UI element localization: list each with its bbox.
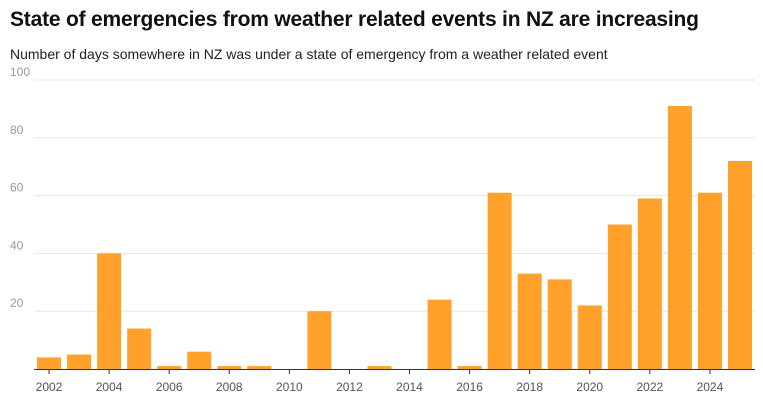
bar-2017 (487, 192, 512, 369)
x-tick-label: 2002 (36, 380, 63, 394)
bar-2025 (727, 160, 752, 369)
x-tick-label: 2010 (276, 380, 303, 394)
bar-2018 (517, 273, 542, 369)
bar-2003 (67, 354, 92, 369)
bar-2024 (697, 192, 722, 369)
x-tick-label: 2020 (576, 380, 603, 394)
bar-2016 (457, 366, 482, 369)
x-tick-labels: 2002 2004 2006 2008 2010 2012 2014 2016 2018 2020… (36, 369, 724, 394)
y-tick-label: 60 (10, 181, 24, 195)
x-tick-label: 2022 (637, 380, 664, 394)
x-tick-label: 2018 (516, 380, 543, 394)
bar-2013 (367, 366, 392, 369)
y-tick-label: 20 (10, 296, 24, 310)
x-tick-label: 2006 (156, 380, 183, 394)
y-tick-label: 80 (10, 123, 24, 137)
bar-2002 (37, 357, 62, 369)
bars (37, 106, 752, 369)
bar-2004 (97, 253, 122, 369)
x-tick-label: 2014 (396, 380, 423, 394)
y-tick-label: 40 (10, 238, 24, 252)
y-tick-label: 100 (10, 65, 30, 79)
bar-2019 (547, 279, 572, 369)
bar-2022 (637, 198, 662, 369)
bar-2007 (187, 351, 212, 369)
gridlines (34, 79, 755, 312)
x-tick-label: 2024 (697, 380, 724, 394)
bar-2015 (427, 299, 452, 369)
bar-2006 (157, 366, 182, 369)
bar-2005 (127, 328, 152, 369)
bar-2009 (247, 366, 272, 369)
bar-2011 (307, 311, 332, 369)
x-tick-label: 2008 (216, 380, 243, 394)
bar-2023 (667, 106, 692, 369)
y-tick-labels: 20 40 60 80 100 (10, 65, 30, 310)
bar-2008 (217, 366, 242, 369)
chart-title: State of emergencies from weather relate… (10, 8, 699, 31)
bar-2021 (607, 224, 632, 369)
x-tick-label: 2016 (456, 380, 483, 394)
chart-subtitle: Number of days somewhere in NZ was under… (10, 46, 608, 62)
bar-2020 (577, 305, 602, 369)
x-tick-label: 2004 (96, 380, 123, 394)
x-tick-label: 2012 (336, 380, 363, 394)
